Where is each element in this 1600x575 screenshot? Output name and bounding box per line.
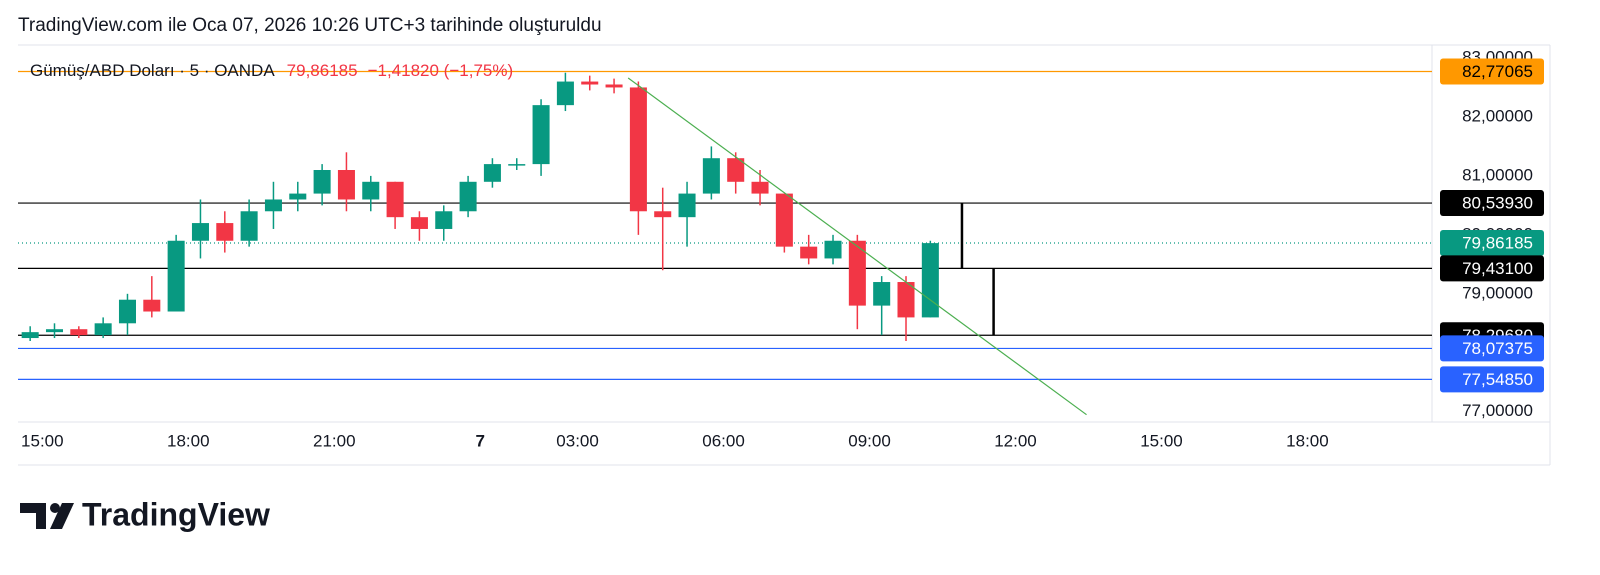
candle-body	[873, 282, 891, 306]
logo-icon	[50, 503, 60, 513]
candle-body	[556, 81, 574, 106]
price-label-bg	[1440, 58, 1544, 85]
candle-body	[751, 181, 769, 194]
y-tick-label: 82,00000	[1462, 106, 1533, 125]
price-label: 78,07375	[1462, 339, 1533, 358]
candle-body	[21, 332, 39, 339]
candle-body	[727, 158, 745, 182]
x-tick-label: 15:00	[1140, 431, 1183, 450]
legend-change: −1,41820 (−1,75%)	[368, 61, 514, 80]
candle-body	[629, 87, 647, 212]
candle-body	[459, 181, 477, 212]
legend: Gümüş/ABD Doları · 5 · OANDA 79,86185 −1,4…	[30, 61, 513, 80]
legend-symbol: Gümüş/ABD Doları · 5 · OANDA	[30, 61, 275, 80]
candle-body	[824, 240, 842, 259]
price-label-bg	[1440, 190, 1544, 217]
candle-body	[678, 193, 696, 218]
candle-body	[702, 158, 720, 194]
candle-body	[386, 181, 404, 218]
candle-body	[240, 211, 258, 241]
candle-body	[191, 223, 209, 241]
plot	[18, 70, 1432, 416]
candle-body	[118, 299, 136, 324]
candle-body	[800, 246, 818, 259]
candle-body	[167, 240, 185, 312]
price-label: 79,43100	[1462, 259, 1533, 278]
x-tick-label: 7	[476, 431, 485, 450]
y-tick-label: 81,00000	[1462, 165, 1533, 184]
candle-body	[775, 193, 793, 247]
candle-body	[264, 199, 282, 212]
candle-body	[70, 329, 88, 336]
price-label: 82,77065	[1462, 62, 1533, 81]
y-tick-label: 79,00000	[1462, 283, 1533, 302]
x-tick-label: 21:00	[313, 431, 356, 450]
x-tick-label: 18:00	[1286, 431, 1329, 450]
candle-body	[605, 84, 623, 88]
candle-body	[581, 81, 599, 85]
candle-body	[45, 329, 64, 333]
price-label: 77,54850	[1462, 370, 1533, 389]
price-label-bg	[1440, 255, 1544, 282]
candle-body	[848, 240, 866, 306]
price-label-bg	[1440, 366, 1544, 393]
logo-icon	[50, 503, 74, 529]
candle-body	[435, 211, 453, 229]
candle-body	[289, 193, 307, 200]
price-label-bg	[1440, 230, 1544, 257]
candle-body	[94, 323, 112, 336]
trend-line	[627, 77, 1087, 416]
price-label: 79,86185	[1462, 233, 1533, 252]
x-tick-label: 15:00	[21, 431, 64, 450]
candle-body	[897, 282, 915, 318]
candle-body	[508, 164, 526, 166]
x-tick-label: 03:00	[556, 431, 599, 450]
logo: TradingView	[20, 496, 270, 532]
candle-body	[216, 223, 234, 241]
brand: TradingView	[82, 496, 270, 532]
price-label: 80,53930	[1462, 194, 1533, 213]
candle-body	[362, 181, 380, 200]
chart-title: TradingView.com ile Oca 07, 2026 10:26 U…	[18, 15, 602, 36]
logo-icon	[20, 503, 46, 529]
legend-price: 79,86185	[287, 61, 358, 80]
y-tick-label: 77,00000	[1462, 401, 1533, 420]
candle-body	[143, 299, 161, 312]
price-label-bg	[1440, 335, 1544, 362]
candle-body	[337, 170, 355, 200]
x-tick-label: 06:00	[702, 431, 745, 450]
candle-body	[654, 211, 672, 218]
x-tick-label: 18:00	[167, 431, 210, 450]
candle-body	[483, 164, 501, 182]
x-tick-label: 12:00	[994, 431, 1037, 450]
candle-body	[532, 105, 550, 165]
x-tick-label: 09:00	[848, 431, 891, 450]
candle-body	[921, 243, 939, 318]
candle-body	[410, 217, 428, 229]
candle-body	[313, 170, 331, 194]
